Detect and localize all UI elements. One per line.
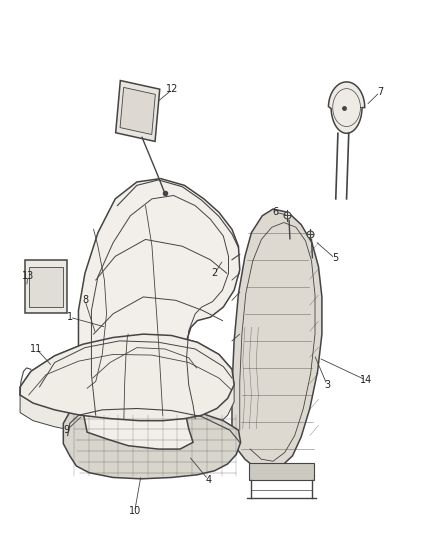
Text: 12: 12 bbox=[166, 84, 178, 94]
Polygon shape bbox=[120, 87, 155, 134]
Text: 2: 2 bbox=[212, 268, 218, 278]
Polygon shape bbox=[29, 266, 63, 307]
Text: 5: 5 bbox=[332, 253, 338, 263]
Text: 4: 4 bbox=[205, 474, 211, 484]
Polygon shape bbox=[25, 261, 67, 313]
Polygon shape bbox=[20, 334, 234, 421]
Polygon shape bbox=[328, 82, 365, 133]
Polygon shape bbox=[78, 179, 240, 449]
Polygon shape bbox=[232, 209, 322, 471]
Polygon shape bbox=[64, 407, 240, 479]
Text: 10: 10 bbox=[128, 506, 141, 516]
Polygon shape bbox=[249, 463, 314, 480]
Text: 6: 6 bbox=[272, 207, 278, 217]
Text: 9: 9 bbox=[64, 425, 70, 435]
Text: 3: 3 bbox=[324, 380, 330, 390]
Polygon shape bbox=[20, 334, 234, 438]
Text: 1: 1 bbox=[67, 312, 73, 322]
Text: 11: 11 bbox=[30, 344, 42, 354]
Text: 8: 8 bbox=[82, 295, 88, 305]
Text: 7: 7 bbox=[377, 87, 383, 97]
Text: 13: 13 bbox=[22, 271, 34, 281]
Polygon shape bbox=[116, 80, 160, 141]
Text: 14: 14 bbox=[360, 375, 372, 385]
